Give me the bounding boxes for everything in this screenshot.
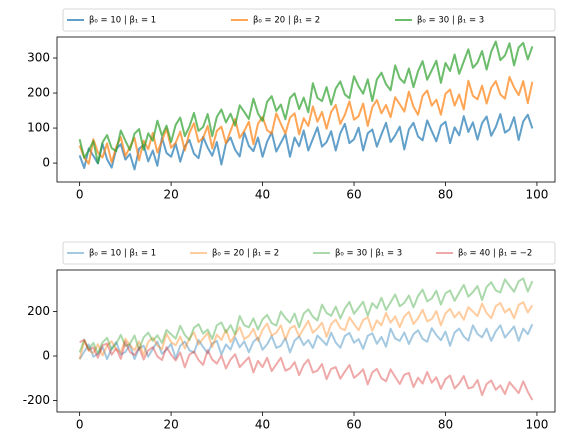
x-tick-label: 80 <box>438 418 453 432</box>
y-tick-label: 300 <box>27 51 50 65</box>
series-line <box>79 338 534 401</box>
y-tick-label: 100 <box>27 121 50 135</box>
legend: β₀ = 10 | β₁ = 1 β₀ = 20 | β₁ = 2 β₀ = 30 … <box>62 8 556 32</box>
x-tick-label: 0 <box>76 188 84 202</box>
y-tick-label: 0 <box>42 156 50 170</box>
series-line <box>78 301 534 360</box>
legend-label: β₀ = 10 | β₁ = 1 <box>89 16 156 26</box>
y-tick-label: 0 <box>42 349 50 363</box>
x-tick-label: 0 <box>76 418 84 432</box>
axes: 0 20 40 60 80 100 0 100 200 300 <box>27 36 556 202</box>
legend-label: β₀ = 10 | β₁ = 1 <box>89 249 156 259</box>
x-tick-label: 60 <box>346 188 361 202</box>
legend-label: β₀ = 30 | β₁ = 3 <box>417 16 484 26</box>
x-tick-label: 20 <box>163 188 178 202</box>
y-tick-label: -200 <box>23 393 50 407</box>
axes-frame <box>56 269 556 413</box>
legend-label: β₀ = 20 | β₁ = 2 <box>253 16 320 26</box>
x-tick-label: 40 <box>255 188 270 202</box>
x-tick-label: 60 <box>346 418 361 432</box>
series-line <box>78 40 534 165</box>
series-line <box>78 113 534 171</box>
series-line <box>78 75 534 165</box>
legend-label: β₀ = 40 | β₁ = −2 <box>458 249 532 259</box>
legend: β₀ = 10 | β₁ = 1 β₀ = 20 | β₁ = 2 β₀ = 30 … <box>62 241 556 265</box>
x-tick-label: 20 <box>163 418 178 432</box>
x-tick-label: 40 <box>255 418 270 432</box>
x-tick-label: 80 <box>438 188 453 202</box>
x-tick-label: 100 <box>525 188 548 202</box>
legend-label: β₀ = 30 | β₁ = 3 <box>335 249 402 259</box>
legend-label: β₀ = 20 | β₁ = 2 <box>212 249 279 259</box>
axes: 0 20 40 60 80 100 -200 0 200 <box>23 269 556 432</box>
axes-frame <box>56 36 556 183</box>
series-line <box>78 277 534 355</box>
y-tick-label: 200 <box>27 304 50 318</box>
legend-frame <box>62 241 556 265</box>
y-tick-label: 200 <box>27 86 50 100</box>
x-tick-label: 100 <box>525 418 548 432</box>
series-line <box>78 323 534 361</box>
legend-frame <box>62 8 556 32</box>
